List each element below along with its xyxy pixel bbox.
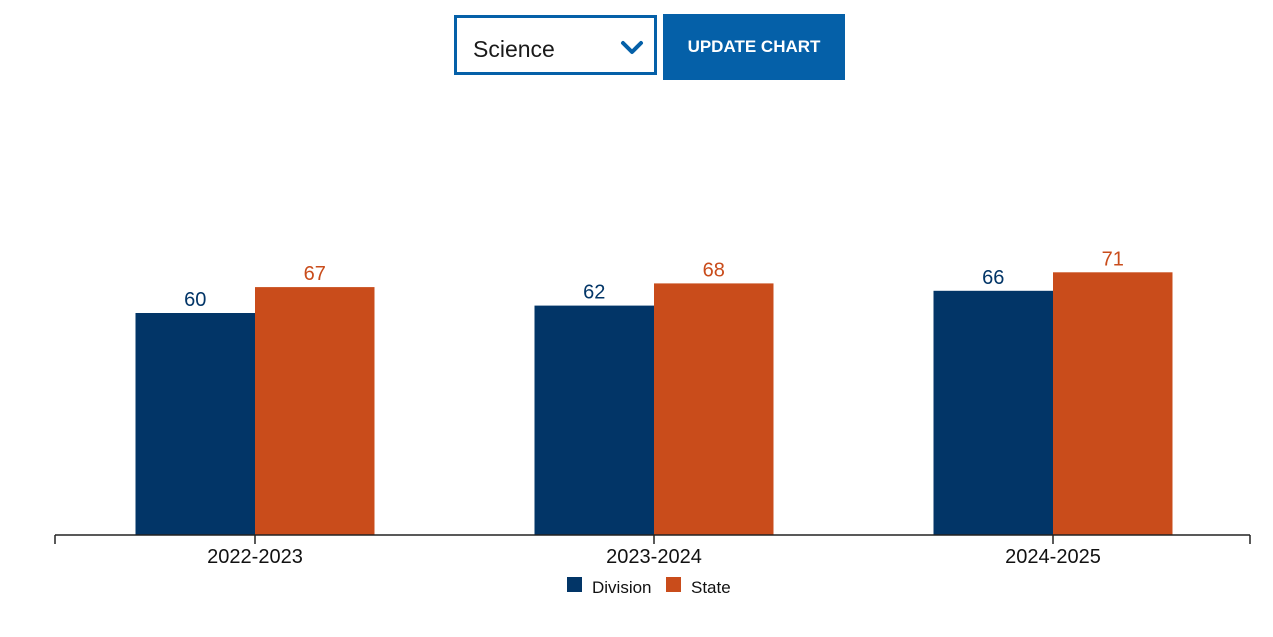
- update-chart-button[interactable]: UPDATE CHART: [663, 14, 845, 80]
- x-tick-label: 2023-2024: [606, 546, 702, 568]
- value-label-state-2022-2023: 67: [304, 263, 326, 285]
- x-tick-label: 2022-2023: [207, 546, 303, 568]
- legend-swatch-state: [666, 577, 681, 592]
- chart-controls: Science UPDATE CHART: [454, 14, 845, 80]
- bar-division-2024-2025: [933, 290, 1053, 535]
- legend-label-division: Division: [592, 578, 652, 597]
- legend-swatch-division: [567, 577, 582, 592]
- bar-state-2023-2024: [654, 283, 774, 535]
- value-label-state-2023-2024: 68: [703, 259, 725, 281]
- bar-state-2024-2025: [1053, 272, 1173, 535]
- value-label-division-2022-2023: 60: [184, 289, 206, 311]
- bar-division-2022-2023: [135, 313, 255, 535]
- bar-state-2022-2023: [255, 287, 375, 535]
- value-label-state-2024-2025: 71: [1102, 248, 1124, 270]
- legend-label-state: State: [691, 578, 731, 597]
- value-label-division-2024-2025: 66: [982, 267, 1004, 289]
- chevron-down-icon: [621, 41, 643, 54]
- subject-select[interactable]: Science: [454, 15, 657, 75]
- value-label-division-2023-2024: 62: [583, 282, 605, 304]
- x-tick-label: 2024-2025: [1005, 546, 1101, 568]
- subject-select-value: Science: [473, 36, 555, 62]
- bar-division-2023-2024: [534, 305, 654, 535]
